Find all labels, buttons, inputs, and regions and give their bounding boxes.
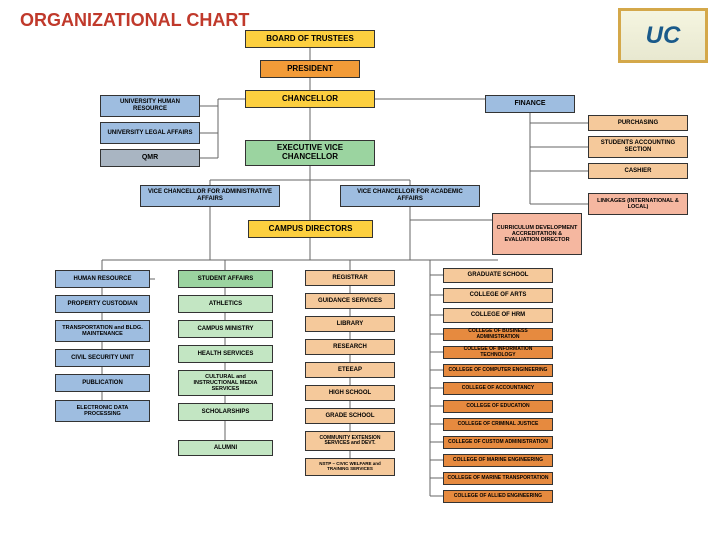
node-trans: TRANSPORTATION and BLDG. MAINTENANCE <box>55 320 150 342</box>
node-prop: PROPERTY CUSTODIAN <box>55 295 150 313</box>
node-compeng: COLLEGE OF COMPUTER ENGINEERING <box>443 364 553 377</box>
node-hrm: COLLEGE OF HRM <box>443 308 553 323</box>
node-pub: PUBLICATION <box>55 374 150 392</box>
node-educ: COLLEGE OF EDUCATION <box>443 400 553 413</box>
node-hr: HUMAN RESOURCE <box>55 270 150 288</box>
node-crim: COLLEGE OF CRIMINAL JUSTICE <box>443 418 553 431</box>
node-cashier: CASHIER <box>588 163 688 179</box>
node-finance: FINANCE <box>485 95 575 113</box>
node-busad: COLLEGE OF BUSINESS ADMINISTRATION <box>443 328 553 341</box>
node-curric: CURRICULUM DEVELOPMENT ACCREDITATION & E… <box>492 213 582 255</box>
node-vcacad: VICE CHANCELLOR FOR ACADEMIC AFFAIRS <box>340 185 480 207</box>
node-edp: ELECTRONIC DATA PROCESSING <box>55 400 150 422</box>
node-hs: HIGH SCHOOL <box>305 385 395 401</box>
node-grad: GRADUATE SCHOOL <box>443 268 553 283</box>
node-custom: COLLEGE OF CUSTOM ADMINISTRATION <box>443 436 553 449</box>
node-martrans: COLLEGE OF MARINE TRANSPORTATION <box>443 472 553 485</box>
node-schol: SCHOLARSHIPS <box>178 403 273 421</box>
node-health: HEALTH SERVICES <box>178 345 273 363</box>
node-ath: ATHLETICS <box>178 295 273 313</box>
node-uhr: UNIVERSITY HUMAN RESOURCE <box>100 95 200 117</box>
node-evc: EXECUTIVE VICE CHANCELLOR <box>245 140 375 166</box>
node-legal: UNIVERSITY LEGAL AFFAIRS <box>100 122 200 144</box>
node-studacct: STUDENTS ACCOUNTING SECTION <box>588 136 688 158</box>
node-gs: GRADE SCHOOL <box>305 408 395 424</box>
node-res: RESEARCH <box>305 339 395 355</box>
node-qmr: QMR <box>100 149 200 167</box>
node-vcadmin: VICE CHANCELLOR FOR ADMINISTRATIVE AFFAI… <box>140 185 280 207</box>
node-mareng: COLLEGE OF MARINE ENGINEERING <box>443 454 553 467</box>
node-cultural: CULTURAL and INSTRUCTIONAL MEDIA SERVICE… <box>178 370 273 396</box>
node-nstp: NSTP – CIVIC WELFARE and TRAINING SERVIC… <box>305 458 395 476</box>
node-eteeap: ETEEAP <box>305 362 395 378</box>
node-acct: COLLEGE OF ACCOUNTANCY <box>443 382 553 395</box>
node-campusdir: CAMPUS DIRECTORS <box>248 220 373 238</box>
node-it: COLLEGE OF INFORMATION TECHNOLOGY <box>443 346 553 359</box>
node-allied: COLLEGE OF ALLIED ENGINEERING <box>443 490 553 503</box>
node-chancellor: CHANCELLOR <box>245 90 375 108</box>
node-studaff: STUDENT AFFAIRS <box>178 270 273 288</box>
node-comext: COMMUNITY EXTENSION SERVICES and DEVT. <box>305 431 395 451</box>
node-president: PRESIDENT <box>260 60 360 78</box>
node-guid: GUIDANCE SERVICES <box>305 293 395 309</box>
node-reg: REGISTRAR <box>305 270 395 286</box>
node-linkages: LINKAGES (INTERNATIONAL & LOCAL) <box>588 193 688 215</box>
node-board: BOARD OF TRUSTEES <box>245 30 375 48</box>
node-campmin: CAMPUS MINISTRY <box>178 320 273 338</box>
node-purchasing: PURCHASING <box>588 115 688 131</box>
node-arts: COLLEGE OF ARTS <box>443 288 553 303</box>
node-alumni: ALUMNI <box>178 440 273 456</box>
node-lib: LIBRARY <box>305 316 395 332</box>
org-chart-canvas: BOARD OF TRUSTEES PRESIDENT CHANCELLOR UNIV… <box>0 20 728 546</box>
node-civil: CIVIL SECURITY UNIT <box>55 349 150 367</box>
